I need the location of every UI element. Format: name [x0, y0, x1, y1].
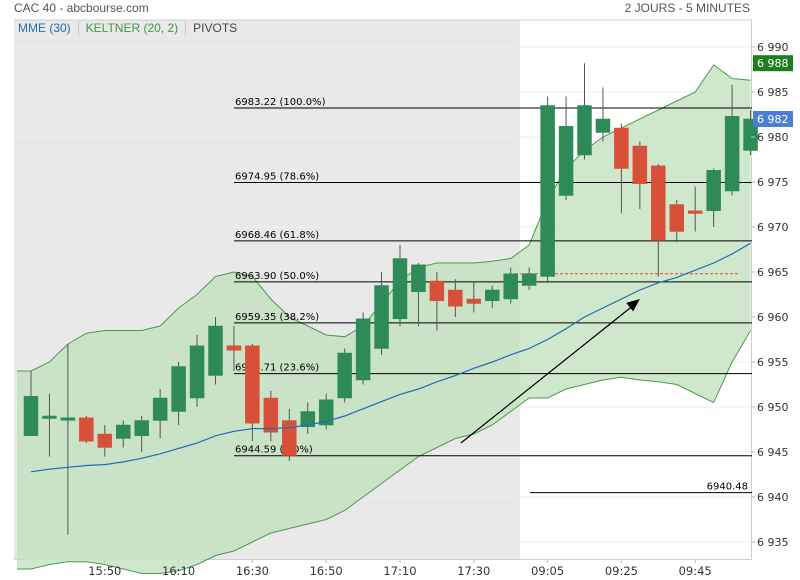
- y-tick-label: 6 945: [757, 446, 789, 459]
- candle-body: [429, 280, 445, 302]
- y-tick-label: 6 955: [757, 356, 789, 369]
- candle-body: [503, 273, 518, 300]
- y-tick-label: 6 970: [757, 221, 789, 234]
- x-tick-label: 09:25: [605, 564, 638, 578]
- candle-body: [374, 285, 389, 349]
- candle-body: [189, 345, 205, 399]
- candle-body: [318, 399, 334, 426]
- pivot-label: 6983.22 (100.0%): [235, 97, 326, 108]
- candle-body: [134, 420, 149, 437]
- candle-body: [632, 145, 648, 185]
- last-price-tag-text: 6 982: [757, 113, 789, 126]
- candle-body: [282, 420, 297, 456]
- candle-body: [116, 424, 131, 439]
- candle-body: [79, 417, 94, 442]
- pivot-label: 6959.35 (38.2%): [235, 312, 319, 323]
- x-tick-label: 17:30: [457, 564, 490, 578]
- candle-body: [558, 125, 574, 196]
- candle-body: [485, 289, 500, 302]
- y-tick-label: 6 935: [757, 536, 789, 549]
- y-tick-label: 6 940: [757, 491, 789, 504]
- chart-title: CAC 40 - abcbourse.com: [14, 1, 149, 15]
- pivot-label: 6968.46 (61.8%): [235, 230, 319, 241]
- y-tick-label: 6 985: [757, 86, 789, 99]
- keltner-lower-line: [17, 330, 751, 574]
- candle-body: [466, 298, 482, 304]
- y-tick-label: 6 960: [757, 311, 789, 324]
- candle-body: [23, 395, 39, 437]
- extra-level-label: 6940.48: [707, 482, 748, 493]
- candle-body: [651, 165, 666, 241]
- x-tick-label: 16:30: [236, 564, 269, 578]
- candle-body: [521, 273, 537, 286]
- candle-body: [669, 204, 684, 232]
- candle-body: [300, 411, 315, 428]
- pivot-label: 6974.95 (78.6%): [235, 171, 319, 182]
- pivot-label: 6953.71 (23.6%): [235, 363, 319, 374]
- high-price-tag-bg: [753, 55, 793, 72]
- candle-body: [42, 415, 57, 419]
- candle-body: [614, 127, 629, 169]
- y-tick-label: 6 950: [757, 401, 789, 414]
- x-tick-label: 16:10: [162, 564, 195, 578]
- tab-separator: [77, 21, 79, 35]
- candle-body: [687, 210, 703, 214]
- y-tick-label: 6 965: [757, 266, 789, 279]
- candle-body: [411, 264, 426, 293]
- x-tick-label: 15:50: [88, 564, 121, 578]
- candle-body: [171, 366, 186, 412]
- mme-line: [30, 242, 751, 473]
- pivot-label: 6944.59 (0.0%): [235, 445, 313, 456]
- tab-keltner[interactable]: KELTNER (20, 2): [85, 21, 179, 35]
- trend-arrow-head: [626, 299, 640, 312]
- candle-body: [595, 118, 611, 133]
- candle-body: [226, 345, 242, 351]
- candle-body: [337, 352, 352, 399]
- candle-body: [97, 433, 113, 448]
- candle-body: [60, 417, 76, 421]
- y-tick-label: 6 980: [757, 131, 789, 144]
- x-tick-label: 09:45: [679, 564, 712, 578]
- candle-body: [724, 116, 740, 192]
- period-label[interactable]: 2 JOURS - 5 MINUTES: [624, 1, 750, 15]
- high-price-tag-text: 6 988: [757, 57, 789, 70]
- candle-body: [263, 397, 279, 433]
- candle-body: [245, 345, 260, 424]
- x-tick-label: 16:50: [310, 564, 343, 578]
- candle-body: [152, 397, 168, 421]
- trend-arrow-line: [460, 304, 635, 444]
- tab-separator: [185, 21, 187, 35]
- candle-body: [392, 258, 408, 320]
- candle-body: [208, 325, 223, 376]
- x-tick-label: 17:10: [383, 564, 416, 578]
- tab-mme[interactable]: MME (30): [18, 21, 71, 35]
- candle-body: [577, 105, 592, 156]
- x-tick-label: 09:05: [531, 564, 564, 578]
- indicator-tabs: MME (30) KELTNER (20, 2) PIVOTS: [14, 21, 241, 35]
- y-tick-label: 6 975: [757, 176, 789, 189]
- candle-body: [355, 318, 371, 381]
- candle-body: [448, 289, 463, 307]
- candle-body: [540, 105, 555, 277]
- candle-body: [706, 170, 721, 212]
- y-tick-label: 6 990: [757, 41, 789, 54]
- pivot-label: 6963.90 (50.0%): [235, 271, 319, 282]
- last-price-tag-bg: [753, 111, 793, 127]
- tab-pivots[interactable]: PIVOTS: [193, 21, 238, 35]
